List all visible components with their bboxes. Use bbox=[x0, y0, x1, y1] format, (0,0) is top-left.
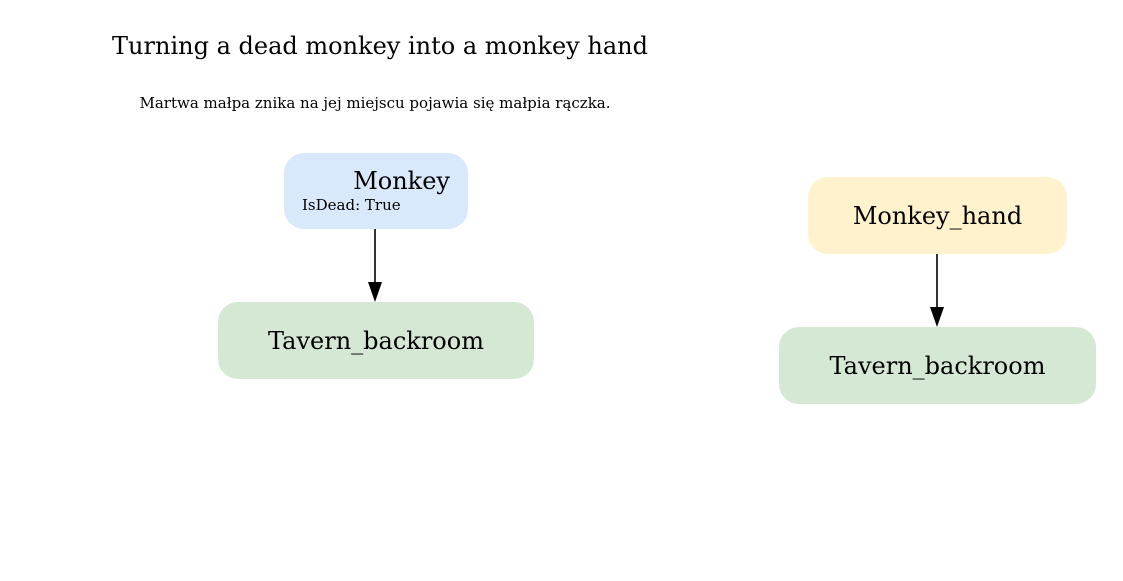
arrowhead-monkey-hand-to-tavern bbox=[930, 307, 944, 327]
node-tavern-backroom-after: Tavern_backroom bbox=[779, 327, 1096, 404]
node-monkey: Monkey IsDead: True bbox=[284, 153, 468, 229]
node-monkey-property: IsDead: True bbox=[302, 195, 450, 215]
arrowhead-monkey-to-tavern bbox=[368, 282, 382, 302]
node-monkey-hand-label: Monkey_hand bbox=[853, 202, 1022, 230]
node-tavern-backroom-before-label: Tavern_backroom bbox=[268, 327, 484, 355]
node-tavern-backroom-before: Tavern_backroom bbox=[218, 302, 534, 379]
node-tavern-backroom-after-label: Tavern_backroom bbox=[830, 352, 1046, 380]
node-monkey-hand: Monkey_hand bbox=[808, 177, 1067, 254]
node-monkey-label: Monkey bbox=[302, 167, 450, 195]
